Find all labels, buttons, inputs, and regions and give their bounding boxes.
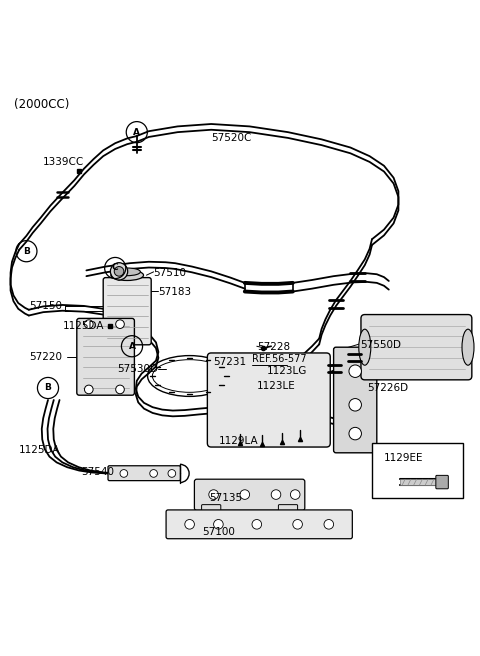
Circle shape bbox=[290, 490, 300, 499]
Text: 1129LA: 1129LA bbox=[218, 436, 258, 446]
Circle shape bbox=[150, 470, 157, 478]
Circle shape bbox=[324, 520, 334, 529]
Text: 57231: 57231 bbox=[214, 357, 247, 367]
Ellipse shape bbox=[359, 329, 371, 365]
Circle shape bbox=[110, 262, 128, 280]
Text: 57228: 57228 bbox=[257, 342, 290, 352]
FancyBboxPatch shape bbox=[194, 479, 305, 510]
Circle shape bbox=[185, 520, 194, 529]
Circle shape bbox=[293, 520, 302, 529]
FancyBboxPatch shape bbox=[334, 347, 377, 453]
FancyBboxPatch shape bbox=[361, 315, 472, 380]
Text: 57150: 57150 bbox=[29, 301, 62, 312]
Circle shape bbox=[349, 365, 361, 377]
Ellipse shape bbox=[114, 268, 140, 276]
Circle shape bbox=[114, 266, 124, 276]
Text: 57226D: 57226D bbox=[367, 383, 408, 393]
Circle shape bbox=[116, 385, 124, 394]
Text: 57510: 57510 bbox=[154, 268, 187, 277]
Text: 57520C: 57520C bbox=[211, 133, 252, 144]
Circle shape bbox=[349, 399, 361, 411]
Text: 57135: 57135 bbox=[209, 493, 242, 503]
FancyBboxPatch shape bbox=[207, 353, 330, 447]
Circle shape bbox=[252, 520, 262, 529]
FancyBboxPatch shape bbox=[202, 504, 221, 518]
Text: B: B bbox=[45, 384, 51, 392]
Ellipse shape bbox=[111, 270, 144, 281]
Circle shape bbox=[214, 520, 223, 529]
Bar bbox=[400, 479, 437, 485]
Circle shape bbox=[120, 470, 128, 478]
FancyBboxPatch shape bbox=[103, 277, 151, 345]
Circle shape bbox=[84, 385, 93, 394]
Circle shape bbox=[240, 490, 250, 499]
Text: A: A bbox=[129, 342, 135, 351]
Circle shape bbox=[168, 470, 176, 478]
FancyBboxPatch shape bbox=[166, 510, 352, 539]
Circle shape bbox=[209, 490, 218, 499]
FancyBboxPatch shape bbox=[108, 466, 180, 481]
FancyBboxPatch shape bbox=[278, 504, 298, 518]
Circle shape bbox=[84, 320, 93, 329]
Text: 57550D: 57550D bbox=[360, 340, 401, 350]
Text: 1125DA: 1125DA bbox=[19, 445, 60, 455]
Text: 1339CC: 1339CC bbox=[43, 157, 84, 167]
Text: REF.56-577: REF.56-577 bbox=[252, 354, 307, 364]
Text: 57530D: 57530D bbox=[118, 364, 158, 374]
Text: A: A bbox=[133, 128, 140, 136]
Ellipse shape bbox=[462, 329, 474, 365]
Circle shape bbox=[349, 427, 361, 440]
FancyBboxPatch shape bbox=[372, 443, 463, 499]
FancyBboxPatch shape bbox=[77, 318, 134, 395]
Text: 1123LG: 1123LG bbox=[266, 366, 307, 376]
Text: 57540: 57540 bbox=[82, 467, 115, 477]
Text: 57183: 57183 bbox=[158, 287, 192, 297]
Text: 1129EE: 1129EE bbox=[384, 453, 423, 462]
Text: (2000CC): (2000CC) bbox=[14, 98, 70, 112]
FancyBboxPatch shape bbox=[436, 476, 448, 489]
Text: 57100: 57100 bbox=[202, 527, 235, 537]
Circle shape bbox=[271, 490, 281, 499]
Text: C: C bbox=[112, 264, 119, 272]
Text: 1125DA: 1125DA bbox=[62, 321, 104, 331]
Circle shape bbox=[116, 320, 124, 329]
Text: 1123LE: 1123LE bbox=[257, 380, 296, 390]
Text: B: B bbox=[23, 247, 30, 256]
Text: 57220: 57220 bbox=[29, 352, 62, 362]
